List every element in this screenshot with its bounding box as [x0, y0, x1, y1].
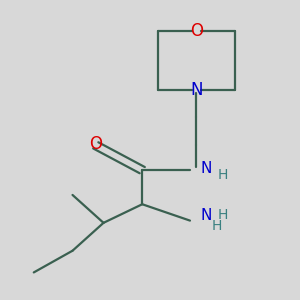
- Text: O: O: [89, 135, 102, 153]
- Text: N: N: [200, 208, 212, 223]
- Text: H: H: [218, 168, 228, 182]
- Text: O: O: [190, 22, 203, 40]
- Text: N: N: [200, 161, 212, 176]
- Text: H: H: [218, 208, 228, 222]
- Text: N: N: [190, 81, 203, 99]
- Text: H: H: [211, 219, 222, 233]
